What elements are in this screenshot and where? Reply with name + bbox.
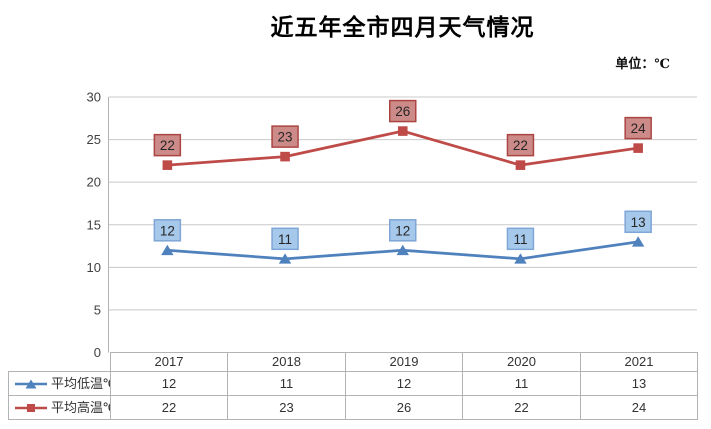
value-cell: 12 <box>110 370 228 397</box>
y-tick-label: 30 <box>87 90 101 105</box>
x-category-cell: 2021 <box>580 352 698 372</box>
value-cell: 26 <box>345 395 463 421</box>
data-label-box <box>506 227 535 251</box>
data-label-value: 22 <box>513 138 528 153</box>
data-label-value: 23 <box>278 130 293 145</box>
value-cell: 23 <box>227 395 346 421</box>
y-tick-label: 5 <box>94 302 101 317</box>
data-label-box <box>506 133 535 157</box>
x-category-cell: 2017 <box>110 352 228 372</box>
data-label-box <box>153 219 182 242</box>
legend-key-icon <box>15 404 47 413</box>
y-tick-label: 10 <box>87 260 101 275</box>
legend-item: 平均低温℃ <box>8 370 111 397</box>
chart-title: 近五年全市四月天气情况 <box>270 15 535 40</box>
y-tick-label: 20 <box>87 175 101 190</box>
data-label-value: 11 <box>513 232 527 247</box>
value-cell: 22 <box>462 395 581 421</box>
x-category-cell: 2018 <box>227 352 346 372</box>
data-point-marker <box>278 253 292 264</box>
data-point-marker <box>515 160 526 170</box>
data-label-value: 26 <box>395 104 410 119</box>
data-point-marker <box>280 151 290 162</box>
value-cell: 22 <box>110 395 228 421</box>
data-label-box <box>389 99 417 123</box>
value-cell: 24 <box>580 395 698 421</box>
data-point-marker <box>633 143 643 153</box>
y-tick-label: 15 <box>87 217 101 232</box>
series-line <box>165 129 640 167</box>
data-point-marker <box>162 160 173 170</box>
data-label-value: 22 <box>160 138 175 153</box>
table-corner-cell <box>9 353 111 372</box>
data-label-box <box>271 227 299 251</box>
y-tick-label: 0 <box>94 345 101 360</box>
value-cell: 11 <box>462 370 581 397</box>
data-label-value: 24 <box>631 121 647 136</box>
data-table: 20172018201920202021平均低温℃1211121113平均高温℃… <box>8 352 698 421</box>
y-tick-label: 25 <box>87 132 101 147</box>
data-label-value: 13 <box>631 215 646 230</box>
x-category-cell: 2020 <box>462 352 581 372</box>
legend-label: 平均低温℃ <box>51 376 110 392</box>
data-point-marker <box>161 244 174 256</box>
table-row-series: 平均低温℃1211121113 <box>8 370 698 397</box>
unit-label: 单位：℃ <box>615 56 670 71</box>
data-label-value: 12 <box>160 223 175 238</box>
table-row-series: 平均高温℃2223262224 <box>8 395 698 421</box>
data-label-box <box>271 125 299 148</box>
data-label-box <box>624 116 652 140</box>
data-point-marker <box>631 236 645 247</box>
value-cell: 12 <box>345 370 463 397</box>
legend-key-icon <box>15 379 47 389</box>
data-label-value: 12 <box>395 223 410 238</box>
data-label-value: 11 <box>278 232 292 247</box>
legend-item: 平均高温℃ <box>8 395 111 421</box>
legend-label: 平均高温℃ <box>51 400 110 416</box>
data-label-box <box>624 210 652 234</box>
x-category-cell: 2019 <box>345 352 463 372</box>
value-cell: 11 <box>227 370 346 397</box>
value-cell: 13 <box>580 370 698 397</box>
table-row-years: 2017 2018 2019 2020 2021 <box>9 352 698 372</box>
data-label-box <box>153 133 182 157</box>
data-point-marker <box>396 244 409 256</box>
data-label-box <box>389 219 417 242</box>
data-point-marker <box>397 126 408 136</box>
data-point-marker <box>514 253 527 264</box>
plot-area: 0 5 10 15 20 25 30 12 11 12 11 13 22 23 26 22 24 <box>87 90 697 360</box>
